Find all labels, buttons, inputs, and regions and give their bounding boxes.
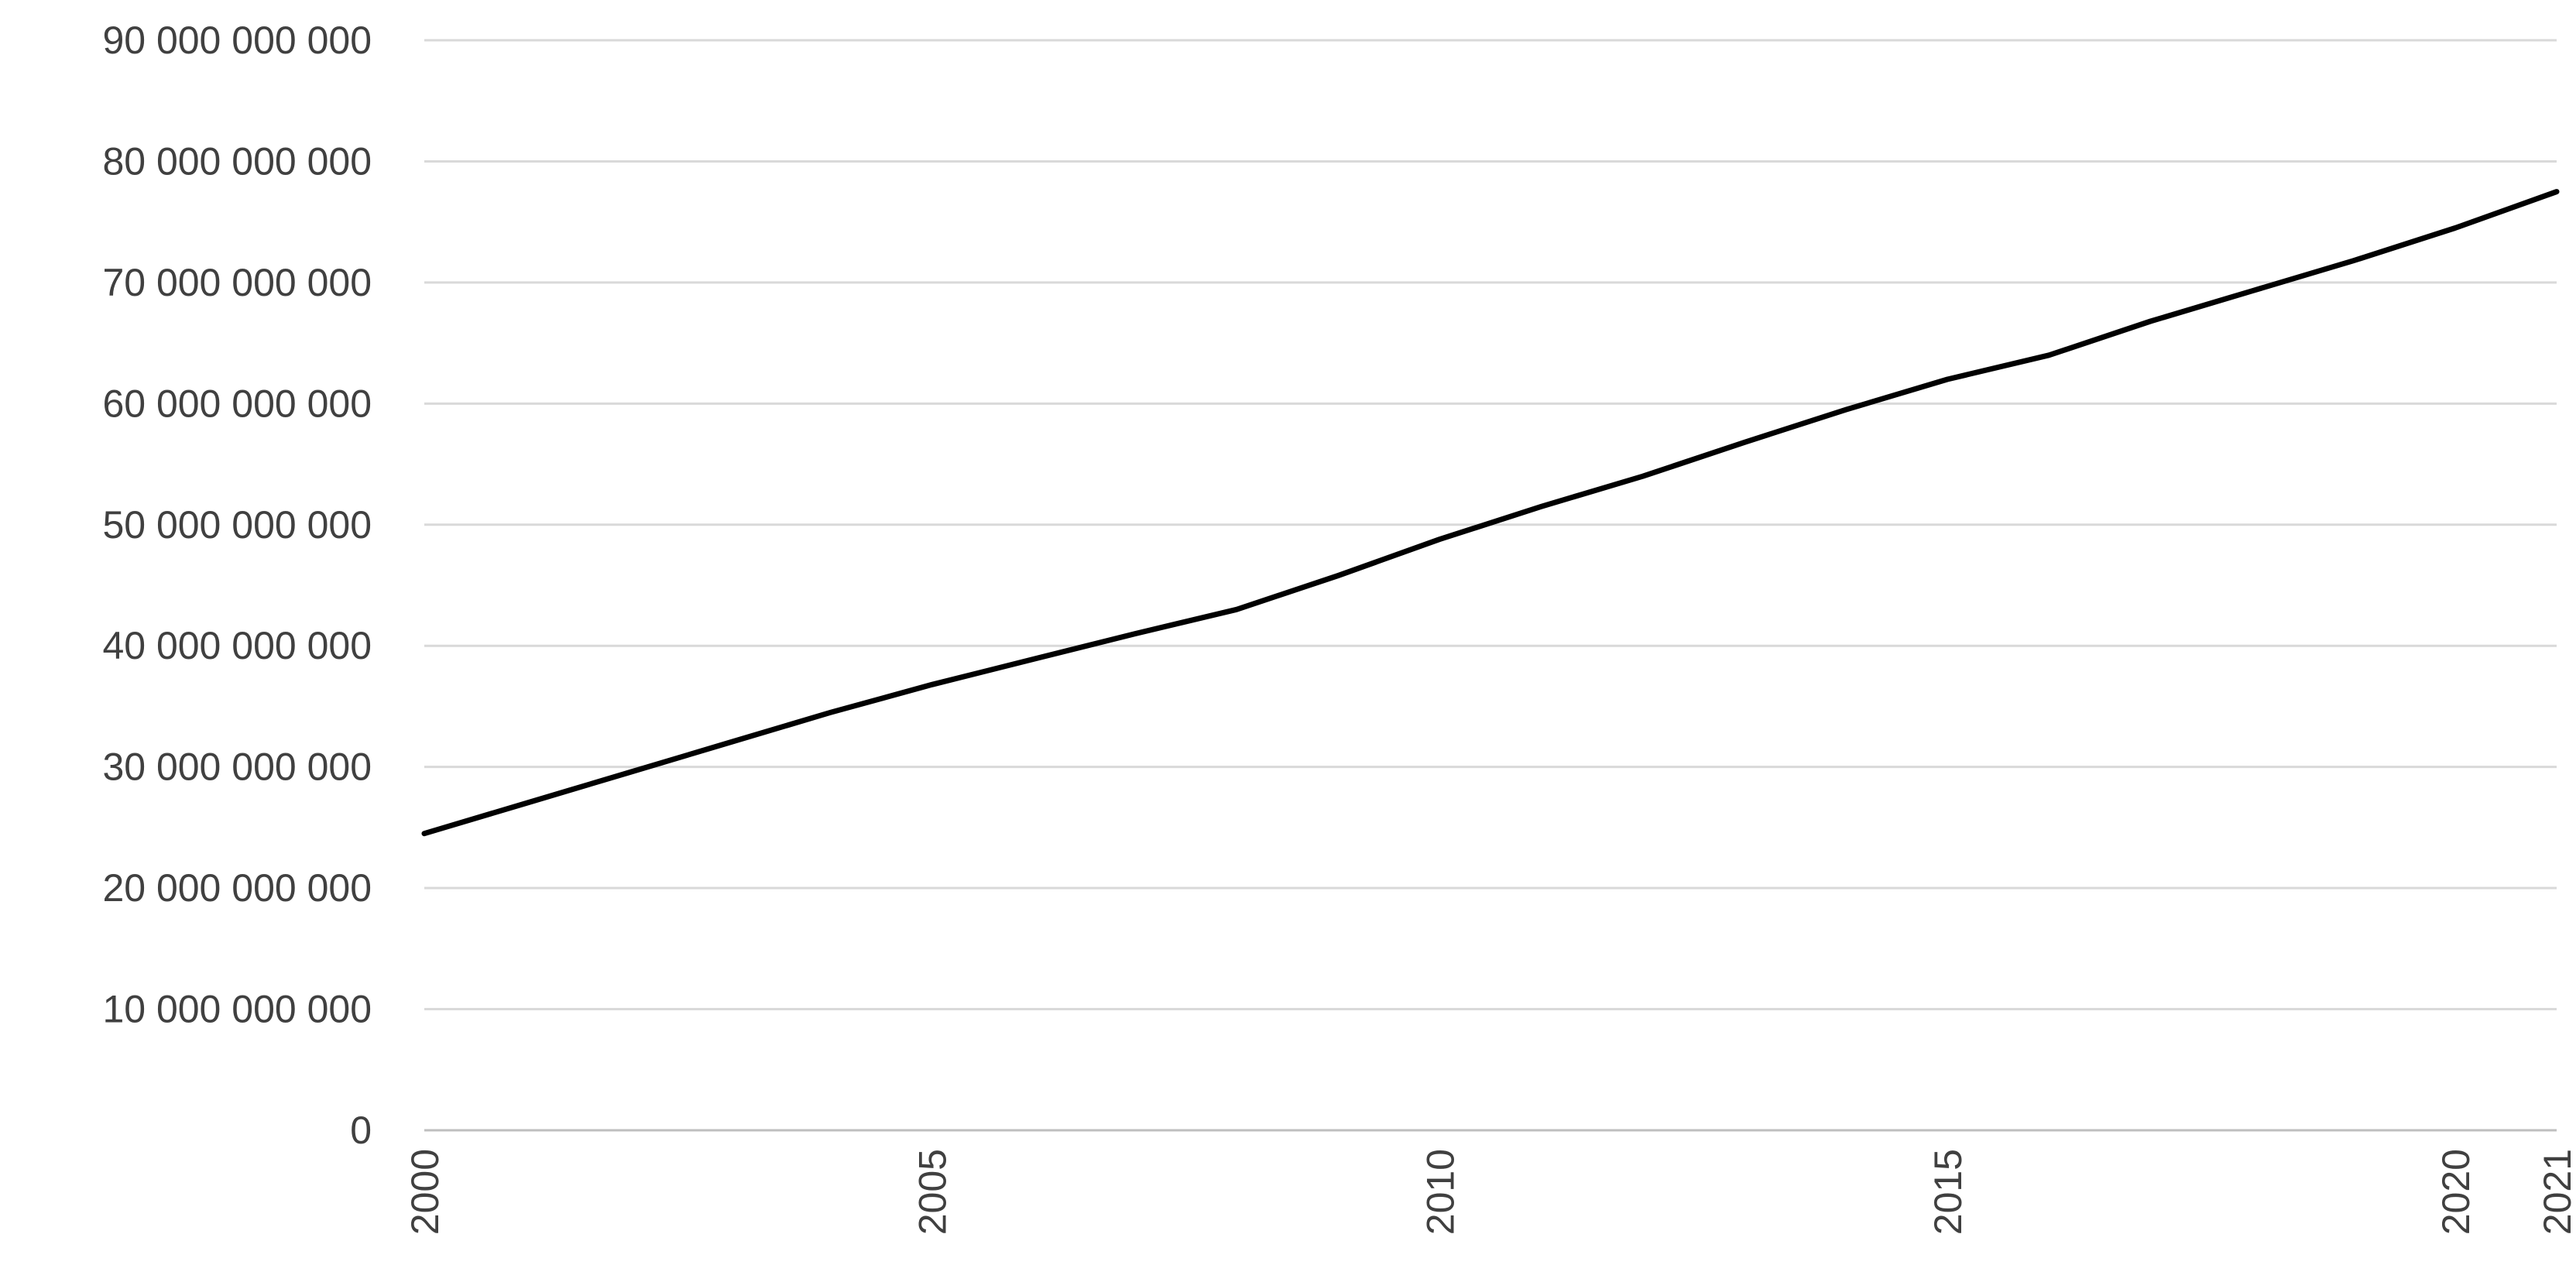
x-tick-label: 2000 [403,1149,447,1235]
y-axis-tick-labels: 0 10 000 000 000 20 000 000 000 30 000 000 … [102,19,372,1152]
series-line [421,189,2560,837]
y-tick-label: 0 [350,1109,372,1152]
y-tick-label: 20 000 000 000 [102,866,372,910]
x-tick-label: 2015 [1926,1149,1970,1235]
y-tick-label: 60 000 000 000 [102,382,372,425]
y-tick-label: 70 000 000 000 [102,261,372,304]
y-tick-label: 80 000 000 000 [102,139,372,183]
series-lines [421,189,2560,837]
gridlines [424,39,2557,1132]
y-tick-label: 10 000 000 000 [102,988,372,1031]
x-axis-tick-labels: 2000 2005 2010 2015 2020 2021 [403,1149,2576,1235]
y-tick-label: 40 000 000 000 [102,624,372,667]
y-tick-label: 30 000 000 000 [102,746,372,789]
x-tick-label: 2005 [911,1149,955,1235]
y-tick-label: 50 000 000 000 [102,503,372,547]
y-tick-label: 90 000 000 000 [102,19,372,62]
x-tick-label: 2020 [2434,1149,2478,1235]
x-tick-label: 2021 [2536,1149,2576,1235]
x-tick-label: 2010 [1418,1149,1462,1235]
